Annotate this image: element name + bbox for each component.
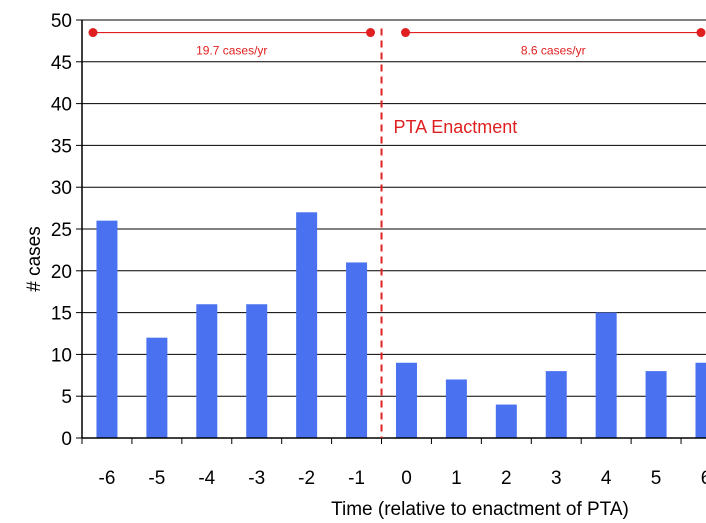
bar [695, 362, 706, 438]
bar [395, 362, 417, 438]
x-tick-label: -6 [99, 468, 116, 489]
pre-rate-label: 19.7 cases/yr [196, 44, 267, 58]
y-tick-label: 45 [51, 53, 72, 74]
y-tick-label: 0 [61, 429, 72, 450]
bar [545, 371, 567, 438]
gridlines [82, 19, 706, 397]
bar [96, 220, 118, 438]
x-tick-label: -4 [198, 468, 215, 489]
enactment-label: PTA Enactment [394, 117, 518, 137]
axis-ticks [76, 19, 682, 444]
x-tick-label: 5 [651, 468, 662, 489]
y-tick-label: 15 [51, 304, 72, 325]
y-tick-label: 40 [51, 95, 72, 116]
bar [196, 304, 218, 438]
bar [495, 404, 517, 438]
post-rate-start-dot [401, 28, 411, 38]
bar [645, 371, 667, 438]
x-tick-label: 3 [551, 468, 562, 489]
x-tick-label: -2 [298, 468, 315, 489]
x-tick-labels: -6 -5 -4 -3 -2 -1 0 1 2 3 4 5 6 [99, 468, 706, 489]
bar [296, 212, 318, 438]
x-tick-label: 4 [601, 468, 612, 489]
bar [595, 312, 617, 438]
x-tick-label: 1 [451, 468, 462, 489]
x-tick-label: 0 [401, 468, 412, 489]
y-tick-label: 35 [51, 136, 72, 157]
bar [445, 379, 467, 438]
y-axis-label: # cases [24, 226, 45, 291]
x-tick-label: -3 [248, 468, 265, 489]
x-tick-label: -1 [348, 468, 365, 489]
y-tick-label: 50 [51, 11, 72, 32]
y-tick-label: 5 [61, 387, 72, 408]
y-tick-labels: 0 5 10 15 20 25 30 35 40 45 50 [51, 11, 72, 450]
y-tick-label: 10 [51, 345, 72, 366]
y-tick-label: 30 [51, 178, 72, 199]
bar [346, 262, 368, 438]
post-rate-label: 8.6 cases/yr [521, 44, 586, 58]
pre-rate-start-dot [88, 28, 98, 38]
x-tick-label: -5 [148, 468, 165, 489]
x-axis-label: Time (relative to enactment of PTA) [331, 499, 629, 520]
post-rate-end-dot [696, 28, 706, 38]
pre-rate-end-dot [366, 28, 376, 38]
bars [96, 212, 706, 438]
y-tick-label: 25 [51, 220, 72, 241]
y-tick-label: 20 [51, 262, 72, 283]
x-tick-label: 2 [501, 468, 512, 489]
bar [146, 337, 168, 438]
x-tick-label: 6 [701, 468, 706, 489]
bar [246, 304, 268, 438]
